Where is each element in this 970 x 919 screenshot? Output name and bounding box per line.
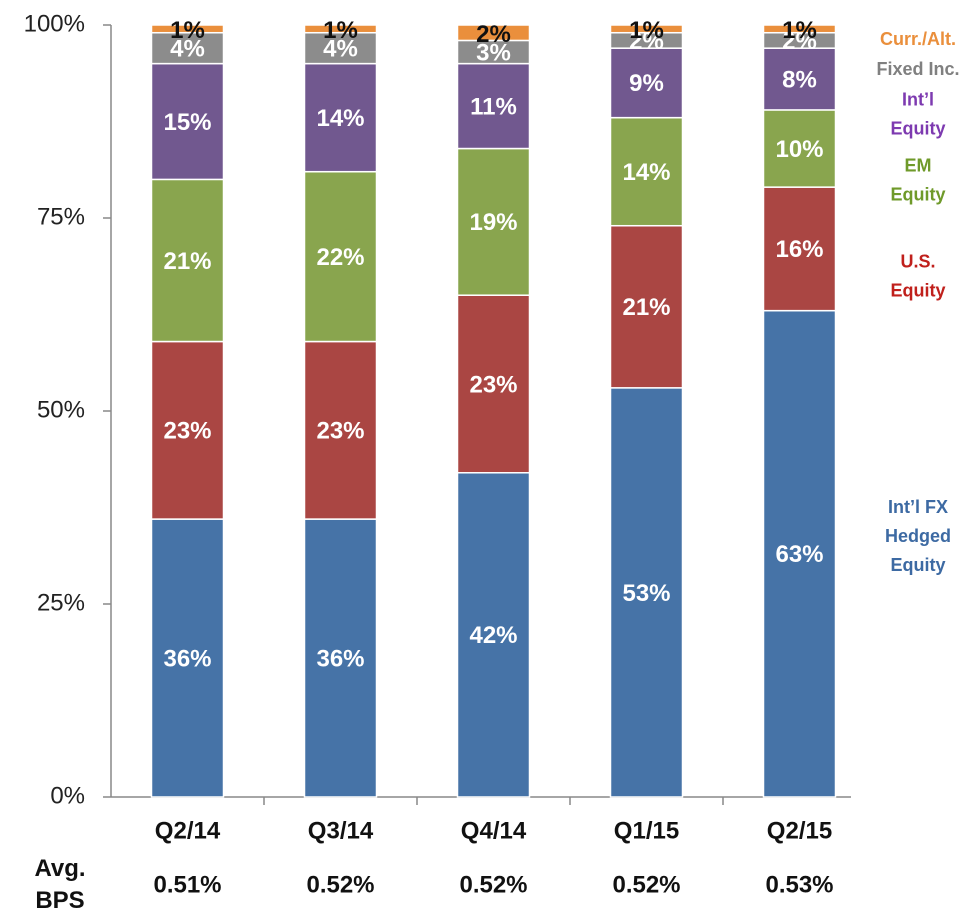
legend-line: U.S. [900,251,935,271]
avg-bps-value: 0.52% [306,871,374,898]
bar-segment [150,62,225,181]
data-label: 36% [163,645,211,672]
avg-bps-line: BPS [35,887,84,914]
data-label: 1% [323,17,358,44]
legend-line: Curr./Alt. [880,29,956,49]
bar-segment [762,47,837,111]
data-label: 10% [775,136,823,163]
data-label: 23% [316,418,364,445]
bar-segment [150,31,225,65]
data-label: 63% [775,541,823,568]
bar-segment [150,340,225,520]
bar-segment [609,47,684,119]
bar-segment [762,109,837,188]
data-label: 3% [476,39,511,66]
avg-bps-value: 0.52% [612,871,680,898]
x-tick-label: Q3/14 [308,817,374,844]
bar-segment [303,170,378,343]
legend-line: Hedged [885,526,951,546]
bar-segment [762,309,837,798]
bar-segment [150,24,225,34]
avg-bps-value: 0.51% [153,871,221,898]
bar-segment [456,62,531,150]
data-label: 1% [629,17,664,44]
y-tick-label: 75% [37,203,85,230]
y-tick-label: 25% [37,589,85,616]
data-label: 21% [163,248,211,275]
data-label: 4% [170,36,205,63]
data-label: 11% [470,93,517,120]
data-label: 19% [469,209,517,236]
legend-entry: Fixed Inc. [876,59,959,79]
bar-segment [762,24,837,34]
data-label: 23% [469,371,517,398]
legend-line: EM [905,155,932,175]
data-label: 14% [622,159,670,186]
data-label: 4% [323,36,358,63]
bar-segment [609,24,684,34]
legend-line: Fixed Inc. [876,59,959,79]
legend-line: Int’l FX [888,497,948,517]
bar-segment [303,24,378,34]
legend-line: Equity [890,184,945,204]
bar-segment [303,62,378,173]
legend-entry: Int’l Equity [890,89,945,138]
avg-bps-label: Avg. BPS [34,855,85,914]
legend-entry: Curr./Alt. [880,29,956,49]
bar-segment [303,340,378,520]
x-tick-label: Q2/14 [155,817,221,844]
legend-line: Equity [890,555,945,575]
legend-line: Int’l [902,89,934,109]
data-label: 1% [782,17,817,44]
avg-bps-value: 0.52% [459,871,527,898]
data-label: 1% [170,17,205,44]
legend-entry: EM Equity [890,155,945,204]
data-label: 16% [775,236,823,263]
x-tick-label: Q1/15 [614,817,679,844]
avg-bps-value: 0.53% [765,871,833,898]
bar-segment [150,178,225,343]
data-label: 23% [163,418,211,445]
legend-line: Equity [890,280,945,300]
bar-segment [456,24,531,42]
data-label: 14% [316,105,364,132]
legend-line: Equity [890,118,945,138]
data-label: 53% [622,580,670,607]
data-label: 9% [629,70,664,97]
bar-segment [303,31,378,65]
data-label: 42% [469,622,517,649]
data-label: 8% [782,66,817,93]
bar-segment [456,472,531,798]
y-tick-label: 50% [37,396,85,423]
bar-segment [150,518,225,798]
data-label: 21% [622,294,670,321]
bar-segment [456,294,531,474]
data-label: 36% [316,645,364,672]
data-label: 2% [476,21,511,48]
data-label: 15% [163,109,211,136]
avg-bps-line: Avg. [34,855,85,882]
legend-entry: Int’l FX Hedged Equity [885,497,951,575]
legend-entry: U.S. Equity [890,251,945,300]
bar-segment [609,387,684,798]
y-tick-label: 0% [50,782,85,809]
bar-segment [609,116,684,227]
data-label: 22% [316,244,364,271]
bar-segment [456,147,531,296]
x-tick-label: Q4/14 [461,817,527,844]
bar-segment [303,518,378,798]
y-tick-label: 100% [24,10,85,37]
bar-segment [609,224,684,389]
x-tick-label: Q2/15 [767,817,832,844]
